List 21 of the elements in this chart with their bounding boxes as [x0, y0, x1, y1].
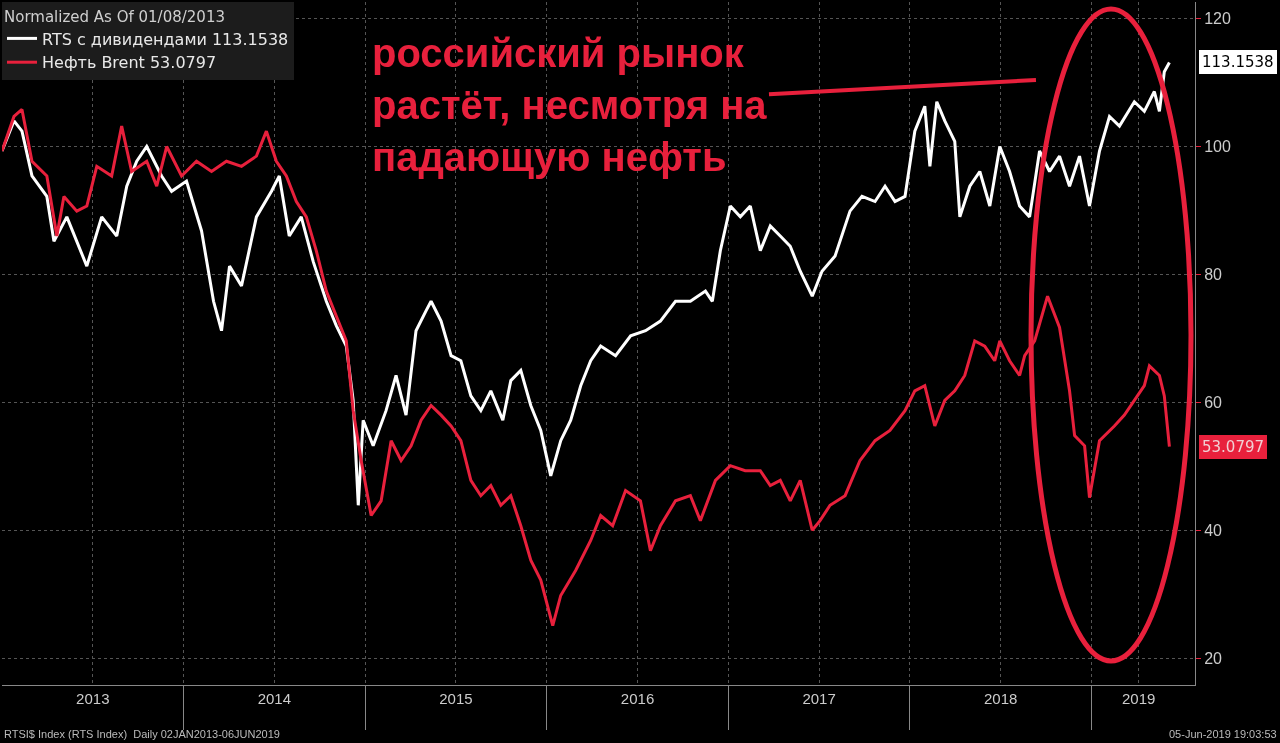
y-tick-label: 120 — [1204, 10, 1231, 28]
x-tick-label: 2015 — [439, 690, 473, 707]
y-tick-label: 80 — [1204, 266, 1223, 284]
legend-label: RTS с дивидендами 113.1538 — [42, 29, 289, 49]
x-tick-label: 2016 — [620, 690, 655, 707]
y-tick-label: 40 — [1204, 521, 1223, 539]
annotation: российский рынок растёт, несмотря на падающую нефть — [372, 31, 768, 179]
annotation: 53.0797 — [1202, 438, 1265, 456]
y-tick-label: 20 — [1204, 649, 1223, 667]
legend-title: Normalized As Of 01/08/2013 — [4, 7, 225, 26]
annotation: 113.1538 — [1202, 53, 1274, 71]
legend-label: Нефть Brent 53.0797 — [42, 53, 217, 73]
x-tick-label: 2018 — [984, 690, 1018, 707]
y-tick-label: 100 — [1204, 138, 1231, 156]
text: RTSI$ Index (RTS Index) Daily 02JAN2013-06JUN2019 — [4, 728, 280, 740]
x-tick-label: 2013 — [76, 690, 110, 707]
x-tick-label: 2017 — [802, 690, 836, 707]
x-tick-label: 2014 — [257, 690, 292, 707]
text: 05-Jun-2019 19:03:53 — [1169, 728, 1277, 740]
y-tick-label: 60 — [1204, 393, 1223, 411]
x-tick-label: 2019 — [1122, 690, 1156, 707]
